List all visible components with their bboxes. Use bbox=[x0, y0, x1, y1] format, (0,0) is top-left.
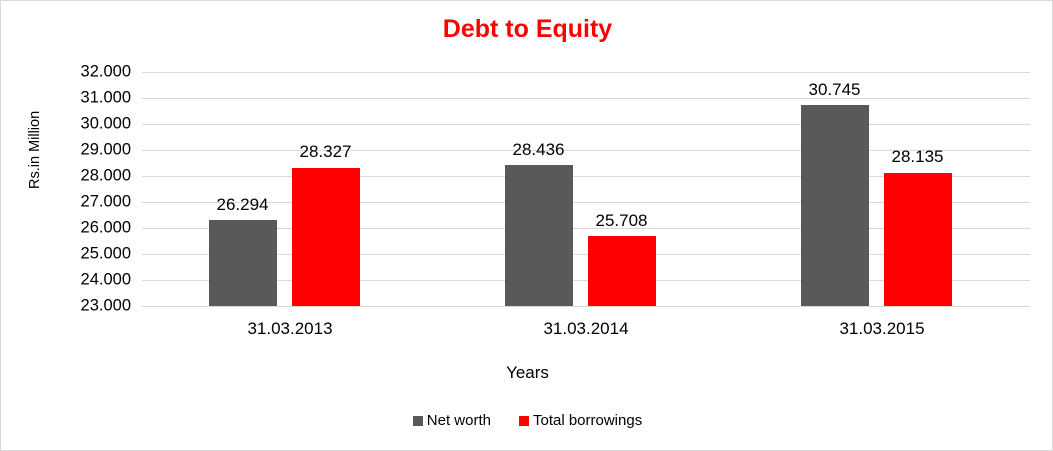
x-axis-line bbox=[142, 306, 1030, 307]
bar-networth-31.03.2013[interactable] bbox=[208, 220, 277, 306]
gridline bbox=[142, 98, 1030, 99]
bar-value-label: 28.436 bbox=[512, 139, 565, 159]
x-tick-label: 31.03.2014 bbox=[543, 319, 629, 338]
x-tick-label: 31.03.2013 bbox=[247, 319, 333, 338]
gridline bbox=[142, 254, 1030, 255]
bar-borrowings-31.03.2014[interactable] bbox=[587, 235, 656, 306]
legend-label: Total borrowings bbox=[532, 412, 643, 429]
y-tick-label: 24.000 bbox=[80, 270, 131, 289]
bar-networth-31.03.2014[interactable] bbox=[504, 164, 573, 306]
x-axis-tick-labels: 31.03.2013 31.03.2014 31.03.2015 bbox=[142, 319, 1030, 347]
bar-value-label: 28.135 bbox=[891, 147, 944, 167]
bar-value-label: 26.294 bbox=[216, 195, 269, 215]
plot-area: 26.294 28.327 28.436 25.708 30.745 28.135 bbox=[142, 72, 1030, 307]
bar-value-label: 28.327 bbox=[299, 142, 352, 162]
gridline bbox=[142, 124, 1030, 125]
gridline bbox=[142, 150, 1030, 151]
y-tick-label: 32.000 bbox=[80, 62, 131, 81]
y-tick-label: 23.000 bbox=[80, 296, 131, 315]
y-tick-label: 26.000 bbox=[80, 218, 131, 237]
legend-swatch-icon bbox=[412, 415, 423, 426]
bar-borrowings-31.03.2015[interactable] bbox=[883, 172, 952, 306]
chart-title: Debt to Equity bbox=[442, 15, 613, 43]
y-tick-label: 31.000 bbox=[80, 88, 131, 107]
gridline bbox=[142, 228, 1030, 229]
bar-borrowings-31.03.2013[interactable] bbox=[291, 167, 360, 306]
gridline bbox=[142, 176, 1030, 177]
bar-value-label: 25.708 bbox=[595, 210, 648, 230]
legend-item-borrowings[interactable]: Total borrowings bbox=[518, 412, 643, 429]
y-tick-label: 27.000 bbox=[80, 192, 131, 211]
x-tick-label: 31.03.2015 bbox=[839, 319, 925, 338]
gridline bbox=[142, 72, 1030, 73]
chart-legend: Net worth Total borrowings bbox=[1, 412, 1052, 429]
y-tick-label: 28.000 bbox=[80, 166, 131, 185]
legend-swatch-icon bbox=[518, 415, 529, 426]
y-tick-label: 30.000 bbox=[80, 114, 131, 133]
bar-networth-31.03.2015[interactable] bbox=[800, 104, 869, 306]
gridline bbox=[142, 280, 1030, 281]
y-axis-title: Rs.in Million bbox=[27, 110, 43, 189]
y-tick-label: 29.000 bbox=[80, 140, 131, 159]
y-axis-tick-labels: 32.000 31.000 30.000 29.000 28.000 27.000 26.0… bbox=[59, 63, 137, 315]
x-axis-title: Years bbox=[506, 363, 549, 382]
y-tick-label: 25.000 bbox=[80, 244, 131, 263]
gridline bbox=[142, 202, 1030, 203]
legend-item-networth[interactable]: Net worth bbox=[412, 412, 491, 429]
legend-label: Net worth bbox=[426, 412, 491, 429]
bar-value-label: 30.745 bbox=[808, 79, 861, 99]
